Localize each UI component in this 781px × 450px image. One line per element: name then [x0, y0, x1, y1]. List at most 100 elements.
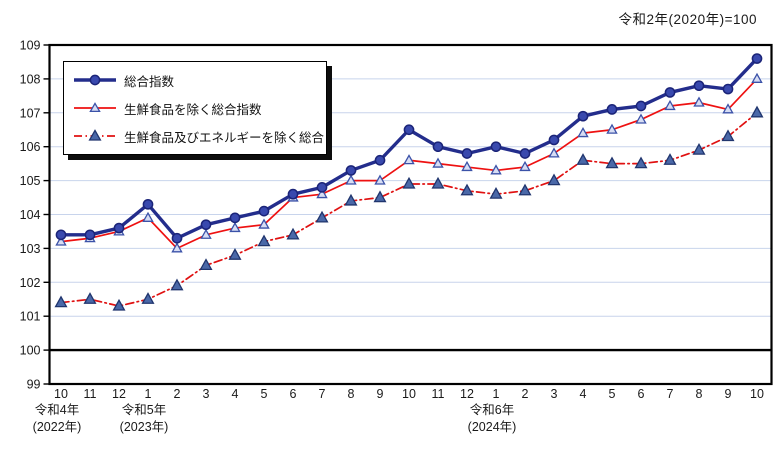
data-point-marker-s2 — [286, 227, 300, 240]
year-label: (2023年) — [120, 420, 169, 434]
data-point-marker-s0 — [374, 154, 386, 166]
year-label: (2022年) — [33, 420, 82, 434]
x-axis-tick-label: 11 — [432, 387, 445, 401]
legend-label: 生鮮食品及びエネルギーを除く総合 — [124, 130, 325, 145]
data-point-marker-s1 — [200, 228, 212, 239]
data-point-marker-s0 — [113, 222, 125, 234]
x-axis-tick-label: 4 — [580, 387, 587, 401]
x-axis-tick-label: 6 — [290, 387, 297, 401]
data-point-marker-s2 — [170, 278, 184, 291]
legend-item-sogo: 総合指数 — [73, 66, 318, 94]
data-point-marker-s2 — [315, 210, 329, 223]
y-axis-tick-label: 106 — [20, 140, 41, 154]
data-point-marker-s0 — [606, 104, 618, 115]
x-axis-tick-label: 1 — [145, 387, 152, 401]
data-point-marker-s1 — [142, 211, 154, 222]
x-axis-tick-label: 3 — [551, 387, 558, 401]
data-point-marker-s2 — [83, 292, 97, 304]
x-axis-tick-label: 2 — [174, 387, 181, 401]
legend-item-seisen-energy-nozoku: 生鮮食品及びエネルギーを除く総合 — [73, 122, 324, 150]
data-point-marker-s2 — [141, 292, 155, 304]
era-label: 令和4年 — [35, 402, 79, 417]
data-point-marker-s2 — [547, 173, 561, 186]
data-point-marker-s1 — [55, 235, 67, 246]
data-point-marker-s2 — [54, 295, 68, 308]
data-point-marker-s1 — [693, 96, 705, 107]
legend-label: 総合指数 — [124, 74, 175, 89]
data-point-marker-s0 — [55, 229, 67, 241]
x-axis-tick-label: 5 — [261, 387, 268, 401]
data-point-marker-s0 — [171, 232, 183, 244]
data-point-marker-s0 — [548, 134, 560, 146]
y-axis-tick-label: 102 — [20, 276, 41, 290]
data-point-marker-s1 — [403, 154, 415, 165]
data-point-marker-s2 — [750, 105, 764, 118]
data-point-marker-s2 — [518, 183, 532, 196]
x-axis-tick-label: 10 — [750, 387, 764, 401]
data-point-marker-s1 — [432, 157, 444, 168]
data-point-marker-s0 — [258, 205, 270, 217]
data-point-marker-s1 — [606, 123, 618, 134]
x-axis-tick-label: 8 — [348, 387, 355, 401]
legend: 総合指数 生鮮食品を除く総合指数 生鮮食品及びエネルギーを除く総合 — [63, 61, 327, 155]
era-label: 令和5年 — [122, 402, 166, 417]
era-label: 令和6年 — [470, 402, 514, 417]
y-axis-tick-label: 108 — [20, 72, 41, 86]
data-point-marker-s1 — [635, 113, 647, 124]
x-axis-tick-label: 9 — [725, 387, 732, 401]
data-point-marker-s2 — [663, 153, 677, 165]
y-axis-tick-label: 107 — [20, 106, 41, 120]
y-axis-tick-label: 99 — [27, 378, 41, 392]
data-point-marker-s2 — [257, 234, 271, 247]
data-point-marker-s0 — [345, 165, 357, 176]
x-axis-tick-label: 7 — [667, 387, 674, 401]
data-point-marker-s2 — [634, 156, 648, 169]
base-year-note: 令和2年(2020年)=100 — [618, 12, 757, 27]
legend-label: 生鮮食品を除く総合指数 — [124, 102, 262, 117]
data-point-marker-s0 — [432, 141, 444, 153]
data-point-marker-s1 — [374, 174, 386, 185]
x-axis-tick-label: 7 — [319, 387, 326, 401]
data-point-marker-s0 — [461, 148, 473, 159]
data-point-marker-s2 — [605, 156, 619, 169]
year-label: (2024年) — [468, 420, 517, 434]
data-point-marker-s0 — [229, 212, 241, 224]
data-point-marker-s1 — [171, 242, 183, 253]
x-axis-tick-label: 9 — [377, 387, 384, 401]
x-axis-tick-label: 10 — [402, 387, 416, 401]
x-axis-tick-label: 2 — [522, 387, 529, 401]
data-point-marker-s1 — [722, 103, 734, 114]
data-point-marker-s2 — [460, 183, 474, 196]
data-point-marker-s1 — [316, 188, 328, 199]
y-axis-tick-label: 101 — [20, 310, 41, 324]
data-point-marker-s1 — [345, 174, 357, 185]
data-point-marker-s0 — [490, 141, 502, 153]
data-point-marker-s0 — [635, 100, 647, 112]
x-axis-tick-label: 12 — [460, 387, 474, 401]
data-point-marker-s0 — [287, 188, 299, 200]
data-point-marker-s0 — [519, 148, 531, 159]
y-axis-tick-label: 105 — [20, 174, 41, 188]
y-axis-tick-label: 103 — [20, 242, 41, 256]
data-point-marker-s2 — [431, 176, 445, 189]
data-point-marker-s2 — [576, 153, 590, 165]
data-point-marker-s1 — [751, 72, 763, 83]
solid-thick-line-circle-marker-icon — [74, 74, 116, 86]
data-point-marker-s2 — [344, 193, 358, 206]
data-point-marker-s0 — [664, 87, 676, 98]
data-point-marker-s2 — [402, 176, 416, 189]
data-point-marker-s0 — [693, 80, 705, 92]
x-axis-tick-label: 4 — [232, 387, 239, 401]
data-point-marker-s0 — [751, 53, 763, 64]
data-point-marker-s1 — [461, 160, 473, 172]
data-point-marker-s2 — [489, 187, 503, 199]
data-point-marker-s0 — [577, 110, 589, 122]
data-point-marker-s1 — [519, 160, 531, 172]
y-axis-tick-label: 104 — [20, 208, 41, 222]
x-axis-tick-label: 10 — [54, 387, 68, 401]
data-point-marker-s1 — [664, 99, 676, 111]
data-point-marker-s0 — [84, 229, 96, 241]
legend-item-seisen-nozoku: 生鮮食品を除く総合指数 — [73, 94, 318, 122]
x-axis-tick-label: 3 — [203, 387, 210, 401]
